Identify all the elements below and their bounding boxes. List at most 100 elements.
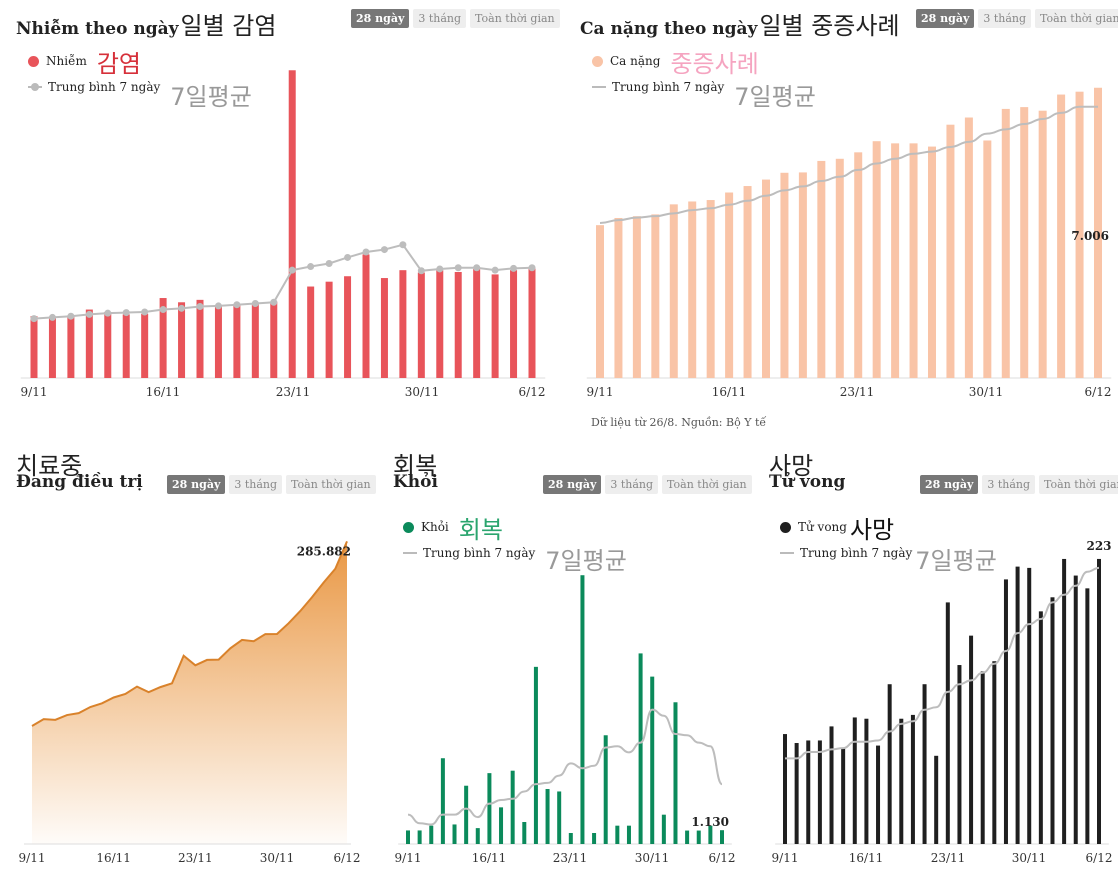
infections-title: Nhiễm theo ngày일별 감염 <box>16 6 276 41</box>
infections-legend-dot-icon <box>28 55 39 67</box>
treatment-chart: 285.882 9/11 16/11 23/11 30/11 6/12 <box>19 540 360 865</box>
panel-infections: Nhiễm theo ngày일별 감염 28 ngày 3 tháng Toà… <box>0 0 560 430</box>
severe-legend: Ca nặng 중증사례 Trung bình 7 ngày 7일평균 <box>592 48 816 111</box>
avg-point <box>454 264 462 272</box>
bar <box>685 830 690 844</box>
avg-point <box>141 308 149 316</box>
bar <box>214 306 222 378</box>
legend-avg-ko: 7일평균 <box>734 82 816 111</box>
x-tick-label: 16/11 <box>712 385 747 399</box>
recovered-title-ko: 회복 <box>393 452 438 480</box>
avg-point <box>417 267 425 275</box>
bar <box>528 268 536 378</box>
bar <box>454 271 462 378</box>
recovered-legend-dot-icon <box>403 521 414 533</box>
bar <box>841 748 846 844</box>
tab-28-days[interactable]: 28 ngày <box>916 9 975 28</box>
tab-all-time[interactable]: Toàn thời gian <box>286 475 376 494</box>
bar <box>708 825 713 844</box>
avg-point <box>233 301 241 309</box>
tab-3-months[interactable]: 3 tháng <box>413 9 467 28</box>
x-tick-label: 6/12 <box>519 385 546 399</box>
bar <box>1003 579 1008 844</box>
bar <box>1094 87 1102 379</box>
infections-title-ko: 일별 감염 <box>180 12 277 40</box>
bar <box>473 268 481 378</box>
bar <box>440 758 445 844</box>
tab-all-time[interactable]: Toàn thời gian <box>662 475 752 494</box>
bar <box>1020 107 1029 379</box>
bar <box>429 825 434 844</box>
bar <box>475 828 480 844</box>
bar <box>872 141 881 378</box>
bar <box>983 140 992 378</box>
bar <box>673 702 678 844</box>
bar <box>159 298 167 378</box>
avg-line <box>784 566 1100 760</box>
bar <box>325 281 333 378</box>
tab-28-days[interactable]: 28 ngày <box>351 9 410 28</box>
tab-28-days[interactable]: 28 ngày <box>920 475 979 494</box>
bar <box>30 316 38 378</box>
bar <box>1085 588 1090 844</box>
bar <box>533 666 538 844</box>
bar <box>910 714 915 844</box>
bar <box>85 309 93 378</box>
avg-point <box>528 264 536 272</box>
bar <box>580 575 585 844</box>
bar <box>854 152 863 378</box>
infections-title-vi: Nhiễm theo ngày <box>16 19 179 39</box>
tab-28-days[interactable]: 28 ngày <box>543 475 602 494</box>
bar <box>945 602 950 844</box>
deaths-chart: 223 9/11 16/11 23/11 30/11 6/12 <box>772 539 1113 865</box>
tab-3-months[interactable]: 3 tháng <box>978 9 1032 28</box>
bar <box>964 117 973 379</box>
bar <box>725 192 734 378</box>
severe-chart: 7.006 9/11 16/11 23/11 30/11 6/12 <box>587 87 1112 399</box>
bar <box>817 160 826 378</box>
bar <box>852 717 857 844</box>
tab-all-time[interactable]: Toàn thời gian <box>470 9 560 28</box>
legend-avg-ko: 7일평균 <box>915 546 997 575</box>
x-tick-label: 23/11 <box>276 385 311 399</box>
bar <box>650 676 655 844</box>
bar <box>122 314 130 378</box>
tab-3-months[interactable]: 3 tháng <box>605 475 659 494</box>
deaths-range-tabs: 28 ngày 3 tháng Toàn thời gian <box>920 475 1118 494</box>
tab-28-days[interactable]: 28 ngày <box>167 475 226 494</box>
bar <box>969 635 974 844</box>
bar <box>922 684 927 844</box>
x-tick-label: 9/11 <box>21 385 48 399</box>
infections-legend: Nhiễm 감염 Trung bình 7 ngày 7일평균 <box>28 48 252 111</box>
bar <box>614 217 623 378</box>
area-line <box>31 540 348 727</box>
avg-point <box>344 253 352 261</box>
tab-all-time[interactable]: Toàn thời gian <box>1039 475 1118 494</box>
bar <box>957 665 962 844</box>
bar <box>696 830 701 844</box>
tab-all-time[interactable]: Toàn thời gian <box>1035 9 1118 28</box>
x-tick-label: 6/12 <box>1085 385 1112 399</box>
bar <box>798 172 807 378</box>
infections-range-tabs: 28 ngày 3 tháng Toàn thời gian <box>351 9 560 28</box>
bar <box>934 755 939 844</box>
avg-point <box>491 266 499 274</box>
x-tick-label: 23/11 <box>931 851 966 865</box>
bar <box>270 301 278 378</box>
panel-severe: Ca nặng theo ngày일별 중증사례 28 ngày 3 tháng… <box>560 0 1118 430</box>
legend-avg-ko: 7일평균 <box>545 546 627 575</box>
avg-point <box>307 263 315 271</box>
recovered-legend: Khỏi 회복 Trung bình 7 ngày 7일평균 <box>403 514 627 575</box>
bar <box>344 276 352 378</box>
bar <box>1027 567 1032 844</box>
tab-3-months[interactable]: 3 tháng <box>229 475 283 494</box>
x-tick-label: 16/11 <box>96 851 131 865</box>
panel-deaths: 사망 Tử vong 28 ngày 3 tháng Toàn thời gia… <box>750 440 1118 871</box>
bar <box>603 735 608 844</box>
legend-main-ko: 중증사례 <box>670 49 759 78</box>
bar <box>436 270 444 378</box>
bar <box>307 286 315 378</box>
tab-3-months[interactable]: 3 tháng <box>982 475 1036 494</box>
legend-main-label: Tử vong <box>798 520 847 534</box>
deaths-title: Tử vong <box>769 472 846 492</box>
